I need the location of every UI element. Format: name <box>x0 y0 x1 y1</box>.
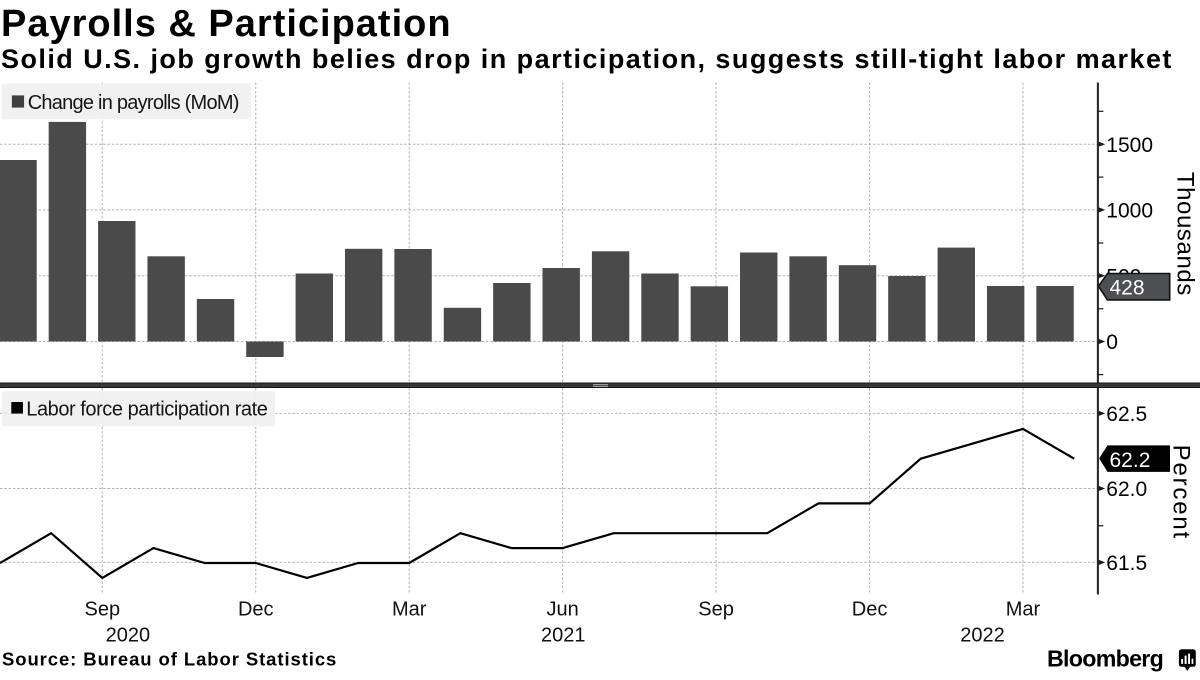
svg-text:Thousands: Thousands <box>1171 172 1198 296</box>
svg-text:0: 0 <box>1106 331 1118 354</box>
svg-text:1000: 1000 <box>1106 200 1153 223</box>
svg-text:Payrolls & Participation: Payrolls & Participation <box>1 3 452 45</box>
svg-text:Change in payrolls (MoM): Change in payrolls (MoM) <box>28 92 239 114</box>
svg-text:2022: 2022 <box>960 625 1005 647</box>
svg-text:Mar: Mar <box>392 599 427 621</box>
svg-text:Source: Bureau of Labor Statis: Source: Bureau of Labor Statistics <box>2 649 337 670</box>
svg-text:Solid U.S. job growth belies d: Solid U.S. job growth belies drop in par… <box>1 44 1173 74</box>
svg-text:1500: 1500 <box>1106 134 1153 157</box>
svg-text:2020: 2020 <box>106 625 151 647</box>
svg-text:Dec: Dec <box>238 599 274 621</box>
svg-text:Percent: Percent <box>1168 445 1195 540</box>
svg-text:Mar: Mar <box>1006 599 1041 621</box>
svg-text:62.2: 62.2 <box>1110 449 1151 472</box>
svg-text:62.0: 62.0 <box>1106 478 1147 501</box>
svg-text:2021: 2021 <box>541 625 586 647</box>
svg-text:Jun: Jun <box>547 599 579 621</box>
svg-text:62.5: 62.5 <box>1106 403 1147 426</box>
svg-text:Sep: Sep <box>85 599 121 621</box>
svg-text:Labor force participation rate: Labor force participation rate <box>26 399 267 421</box>
svg-text:Dec: Dec <box>852 599 888 621</box>
svg-text:Sep: Sep <box>698 599 734 621</box>
svg-text:61.5: 61.5 <box>1106 552 1147 575</box>
svg-text:Bloomberg: Bloomberg <box>1047 646 1163 672</box>
svg-text:428: 428 <box>1110 277 1145 300</box>
